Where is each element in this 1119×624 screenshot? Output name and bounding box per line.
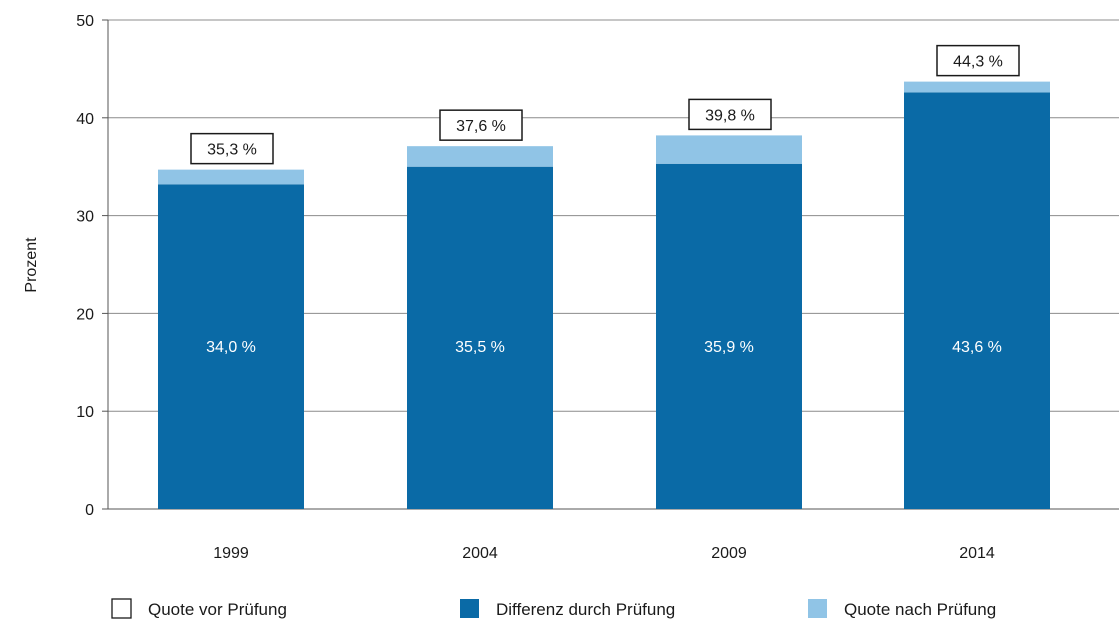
legend-swatch-2: [808, 599, 827, 618]
box-label-frame-1999: [190, 132, 274, 165]
y-tick-label-50: 50: [76, 13, 94, 30]
box-label-frame-2004: [439, 109, 523, 141]
y-axis-label: Prozent: [23, 237, 40, 293]
box-label-2004: 37,6 %: [456, 118, 506, 135]
x-tick-label-2004: 2004: [462, 545, 498, 562]
bar-inner-label-2004: 35,5 %: [455, 339, 505, 356]
bar-differenz-2014: [904, 92, 1050, 509]
legend-label-2: Quote nach Prüfung: [844, 600, 996, 619]
bar-inner-label-2009: 35,9 %: [704, 339, 754, 356]
y-tick-label-40: 40: [76, 111, 94, 128]
box-label-2009: 39,8 %: [705, 107, 755, 124]
x-tick-label-1999: 1999: [213, 545, 249, 562]
legend-label-0: Quote vor Prüfung: [148, 600, 287, 619]
bar-differenz-2009: [656, 163, 802, 510]
bar-differenz-2004: [407, 166, 553, 509]
x-tick-label-2014: 2014: [959, 545, 995, 562]
legend-label-1: Differenz durch Prüfung: [496, 600, 675, 619]
box-label-frame-2014: [936, 44, 1020, 77]
bar-inner-label-1999: 34,0 %: [206, 339, 256, 356]
y-tick-label-10: 10: [76, 404, 94, 421]
box-label-2014: 44,3 %: [953, 54, 1003, 71]
bar-quote-nach-2014: [904, 81, 1050, 93]
y-tick-label-20: 20: [76, 306, 94, 323]
bar-quote-nach-1999: [158, 169, 304, 185]
y-tick-label-0: 0: [85, 502, 94, 519]
bar-quote-nach-2009: [656, 135, 802, 164]
x-tick-label-2009: 2009: [711, 545, 747, 562]
box-label-1999: 35,3 %: [207, 142, 257, 159]
box-label-frame-2009: [688, 98, 772, 131]
legend-swatch-1: [460, 599, 479, 618]
bar-quote-nach-2004: [407, 146, 553, 167]
bar-differenz-1999: [158, 184, 304, 509]
y-tick-label-30: 30: [76, 209, 94, 226]
legend-swatch-0: [111, 598, 132, 619]
bar-inner-label-2014: 43,6 %: [952, 339, 1002, 356]
